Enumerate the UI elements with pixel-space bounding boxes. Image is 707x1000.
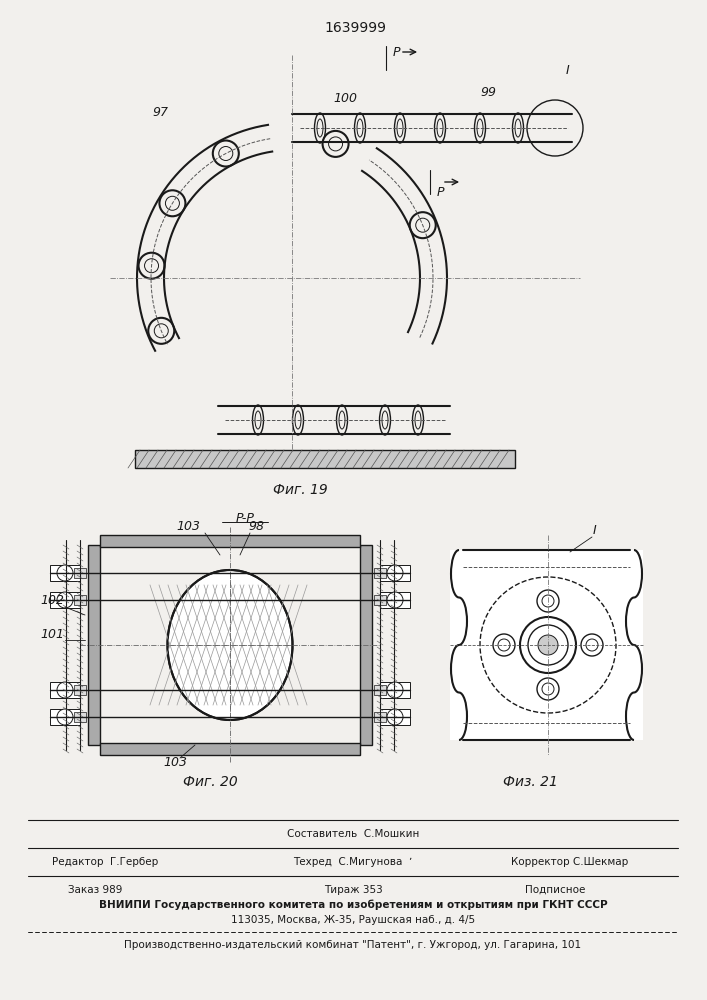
Bar [74,685,86,695]
Text: Редактор  Г.Гербер: Редактор Г.Гербер [52,857,158,867]
Ellipse shape [354,113,366,143]
Bar [135,450,515,468]
Ellipse shape [395,113,406,143]
Text: I: I [593,524,597,536]
Text: Производственно-издательский комбинат "Патент", г. Ужгород, ул. Гагарина, 101: Производственно-издательский комбинат "П… [124,940,582,950]
Ellipse shape [380,405,390,435]
Circle shape [139,253,165,279]
Bar [374,568,386,578]
Bar [50,682,80,698]
Text: Корректор С.Шекмар: Корректор С.Шекмар [511,857,629,867]
Bar [50,565,80,581]
Circle shape [537,590,559,612]
Text: 97: 97 [152,105,168,118]
Text: P: P [392,45,399,58]
Ellipse shape [293,405,303,435]
Text: 100: 100 [333,92,357,104]
Circle shape [537,678,559,700]
Ellipse shape [252,405,264,435]
Circle shape [57,682,73,698]
Text: 103: 103 [176,520,200,534]
Bar [374,712,386,722]
Ellipse shape [337,405,348,435]
Circle shape [148,318,174,344]
Bar [380,565,410,581]
Text: 101: 101 [40,629,64,642]
Circle shape [410,212,436,238]
Text: 99: 99 [480,87,496,100]
Text: P-P: P-P [235,512,255,524]
Bar [50,592,80,608]
Text: ВНИИПИ Государственного комитета по изобретениям и открытиям при ГКНТ СССР: ВНИИПИ Государственного комитета по изоб… [99,900,607,910]
Text: 1639999: 1639999 [324,21,386,35]
Circle shape [57,565,73,581]
Bar [50,709,80,725]
Text: P: P [436,186,444,198]
Circle shape [387,682,403,698]
Circle shape [57,592,73,608]
Bar [380,709,410,725]
Circle shape [493,634,515,656]
Ellipse shape [513,113,523,143]
Text: Заказ 989: Заказ 989 [68,885,122,895]
Text: 98: 98 [248,520,264,534]
Bar [360,545,372,745]
Ellipse shape [412,405,423,435]
Bar [135,450,515,468]
Bar [100,743,360,755]
Circle shape [387,565,403,581]
Bar [74,568,86,578]
Text: Фиг. 20: Фиг. 20 [182,775,238,789]
Circle shape [387,709,403,725]
Text: Составитель  С.Мошкин: Составитель С.Мошкин [287,829,419,839]
Bar [374,685,386,695]
Text: Подписное: Подписное [525,885,585,895]
Text: Физ. 21: Физ. 21 [503,775,557,789]
Text: I: I [566,64,570,77]
Text: 103: 103 [163,756,187,770]
Text: Тираж 353: Тираж 353 [324,885,382,895]
Circle shape [322,131,349,157]
Bar [380,682,410,698]
Text: Техред  С.Мигунова  ʼ: Техред С.Мигунова ʼ [293,857,413,867]
Bar [74,712,86,722]
Bar [450,550,643,740]
Ellipse shape [435,113,445,143]
Circle shape [520,617,576,673]
Circle shape [581,634,603,656]
Circle shape [480,577,616,713]
Ellipse shape [474,113,486,143]
Bar [380,592,410,608]
Circle shape [387,592,403,608]
Circle shape [159,190,185,216]
Bar [374,595,386,605]
Circle shape [527,100,583,156]
Bar [88,545,100,745]
Ellipse shape [315,113,325,143]
Circle shape [57,709,73,725]
Bar [100,535,360,547]
Text: Фиг. 19: Фиг. 19 [273,483,327,497]
Bar [74,595,86,605]
Text: 113035, Москва, Ж-35, Раушская наб., д. 4/5: 113035, Москва, Ж-35, Раушская наб., д. … [231,915,475,925]
Circle shape [538,635,558,655]
Circle shape [213,141,239,167]
Text: 102: 102 [40,593,64,606]
Ellipse shape [168,570,293,720]
